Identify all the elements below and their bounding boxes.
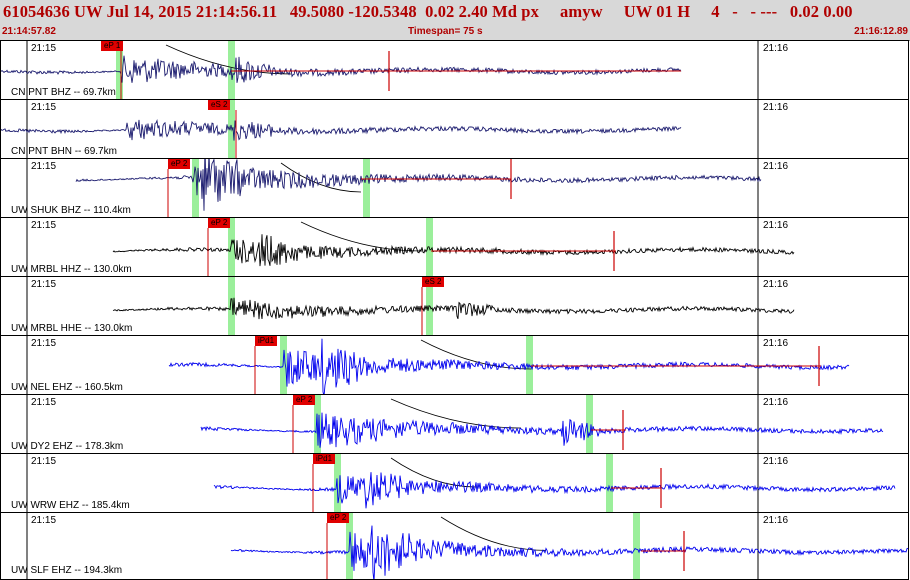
waveform-panel[interactable]: 21:15 21:16 iPd1 UW WRW EHZ -- 185.4km — [0, 453, 909, 513]
travel-time-curve — [440, 516, 547, 551]
seismogram-line — [112, 297, 795, 320]
waveform-panel[interactable]: 21:15 21:16 eP 2 UW SLF EHZ -- 194.3km — [0, 512, 909, 580]
time-tick-left: 21:15 — [31, 161, 57, 172]
channel-label: UW MRBL HHZ -- 130.0km — [11, 264, 132, 275]
waveform-panel[interactable]: 21:15 21:16 eP 2 UW SHUK BHZ -- 110.4km — [0, 158, 909, 218]
seismogram-line — [112, 234, 795, 267]
pick-window — [228, 277, 235, 335]
phase-pick-flag[interactable]: eP 1 — [101, 41, 124, 51]
time-tick-right: 21:16 — [763, 515, 789, 526]
waveform-panel[interactable]: 21:15 21:16 iPd1 UW NEL EHZ -- 160.5km — [0, 335, 909, 395]
channel-label: UW SLF EHZ -- 194.3km — [11, 565, 123, 576]
pick-window — [228, 218, 235, 276]
time-tick-left: 21:15 — [31, 220, 57, 231]
waveform-panel[interactable]: 21:15 21:16 eS 2 CN PNT BHN -- 69.7km — [0, 99, 909, 159]
channel-label: UW DY2 EHZ -- 178.3km — [11, 441, 124, 452]
time-tick-right: 21:16 — [763, 220, 789, 231]
end-time: 21:16:12.89 — [854, 26, 908, 37]
time-tick-left: 21:15 — [31, 397, 57, 408]
channel-label: CN PNT BHZ -- 69.7km — [11, 87, 116, 98]
event-header: 61054636 UW Jul 14, 2015 21:14:56.11 49.… — [0, 0, 910, 41]
travel-time-curve — [300, 221, 422, 252]
waveform-trace — [26, 454, 896, 512]
time-tick-right: 21:16 — [763, 102, 789, 113]
phase-pick-flag[interactable]: eS 2 — [422, 277, 445, 287]
waveform-panel[interactable]: 21:15 21:16 eP 2 UW DY2 EHZ -- 178.3km — [0, 394, 909, 454]
phase-pick-flag[interactable]: eP 2 — [327, 513, 350, 523]
channel-label: UW MRBL HHE -- 130.0km — [11, 323, 133, 334]
pick-window — [116, 41, 123, 99]
time-tick-right: 21:16 — [763, 161, 789, 172]
seismogram-line — [1, 119, 682, 141]
travel-time-curve — [280, 162, 362, 193]
seismogram-line — [1, 55, 682, 83]
time-tick-right: 21:16 — [763, 456, 789, 467]
seismogram-line — [230, 525, 908, 579]
time-tick-left: 21:15 — [31, 338, 57, 349]
seismogram-line — [168, 338, 850, 394]
pick-window — [192, 159, 199, 217]
pick-window — [280, 336, 287, 394]
pick-window — [633, 513, 640, 579]
pick-window — [606, 454, 613, 512]
seismogram-line — [75, 159, 762, 211]
waveform-trace — [1, 100, 759, 158]
phase-pick-flag[interactable]: eS 2 — [208, 100, 231, 110]
timespan-label: Timespan= 75 s — [408, 26, 483, 37]
time-tick-left: 21:15 — [31, 279, 57, 290]
seismogram-line — [200, 412, 884, 448]
time-tick-left: 21:15 — [31, 515, 57, 526]
waveform-trace — [26, 218, 795, 276]
waveform-panel[interactable]: 21:15 21:16 eS 2 UW MRBL HHE -- 130.0km — [0, 276, 909, 336]
waveform-trace — [26, 513, 908, 579]
channel-label: UW SHUK BHZ -- 110.4km — [11, 205, 131, 216]
channel-label: UW NEL EHZ -- 160.5km — [11, 382, 123, 393]
waveform-trace — [26, 336, 850, 394]
phase-pick-flag[interactable]: eP 2 — [293, 395, 316, 405]
time-tick-right: 21:16 — [763, 338, 789, 349]
phase-pick-flag[interactable]: iPd1 — [313, 454, 336, 464]
pick-window — [586, 395, 593, 453]
waveform-trace — [1, 41, 759, 99]
phase-pick-flag[interactable]: eP 2 — [168, 159, 191, 169]
waveform-trace — [26, 277, 795, 335]
waveform-trace — [26, 395, 884, 453]
time-tick-left: 21:15 — [31, 43, 57, 54]
phase-pick-flag[interactable]: eP 2 — [208, 218, 231, 228]
waveform-panel[interactable]: 21:15 21:16 eP 1 CN PNT BHZ -- 69.7km — [0, 40, 909, 100]
time-tick-left: 21:15 — [31, 456, 57, 467]
waveform-panels: 21:15 21:16 eP 1 CN PNT BHZ -- 69.7km 21… — [0, 40, 910, 580]
phase-pick-flag[interactable]: iPd1 — [255, 336, 278, 346]
time-tick-left: 21:15 — [31, 102, 57, 113]
travel-time-curve — [390, 398, 522, 429]
pick-window — [363, 159, 370, 217]
time-tick-right: 21:16 — [763, 43, 789, 54]
event-title: 61054636 UW Jul 14, 2015 21:14:56.11 49.… — [3, 2, 853, 21]
seismogram-line — [213, 472, 896, 509]
channel-label: UW WRW EHZ -- 185.4km — [11, 500, 130, 511]
waveform-trace — [26, 159, 762, 217]
start-time: 21:14:57.82 — [2, 26, 56, 37]
travel-time-curve — [165, 44, 292, 75]
time-tick-right: 21:16 — [763, 397, 789, 408]
time-tick-right: 21:16 — [763, 279, 789, 290]
waveform-panel[interactable]: 21:15 21:16 eP 2 UW MRBL HHZ -- 130.0km — [0, 217, 909, 277]
channel-label: CN PNT BHN -- 69.7km — [11, 146, 117, 157]
travel-time-curve — [420, 339, 532, 370]
